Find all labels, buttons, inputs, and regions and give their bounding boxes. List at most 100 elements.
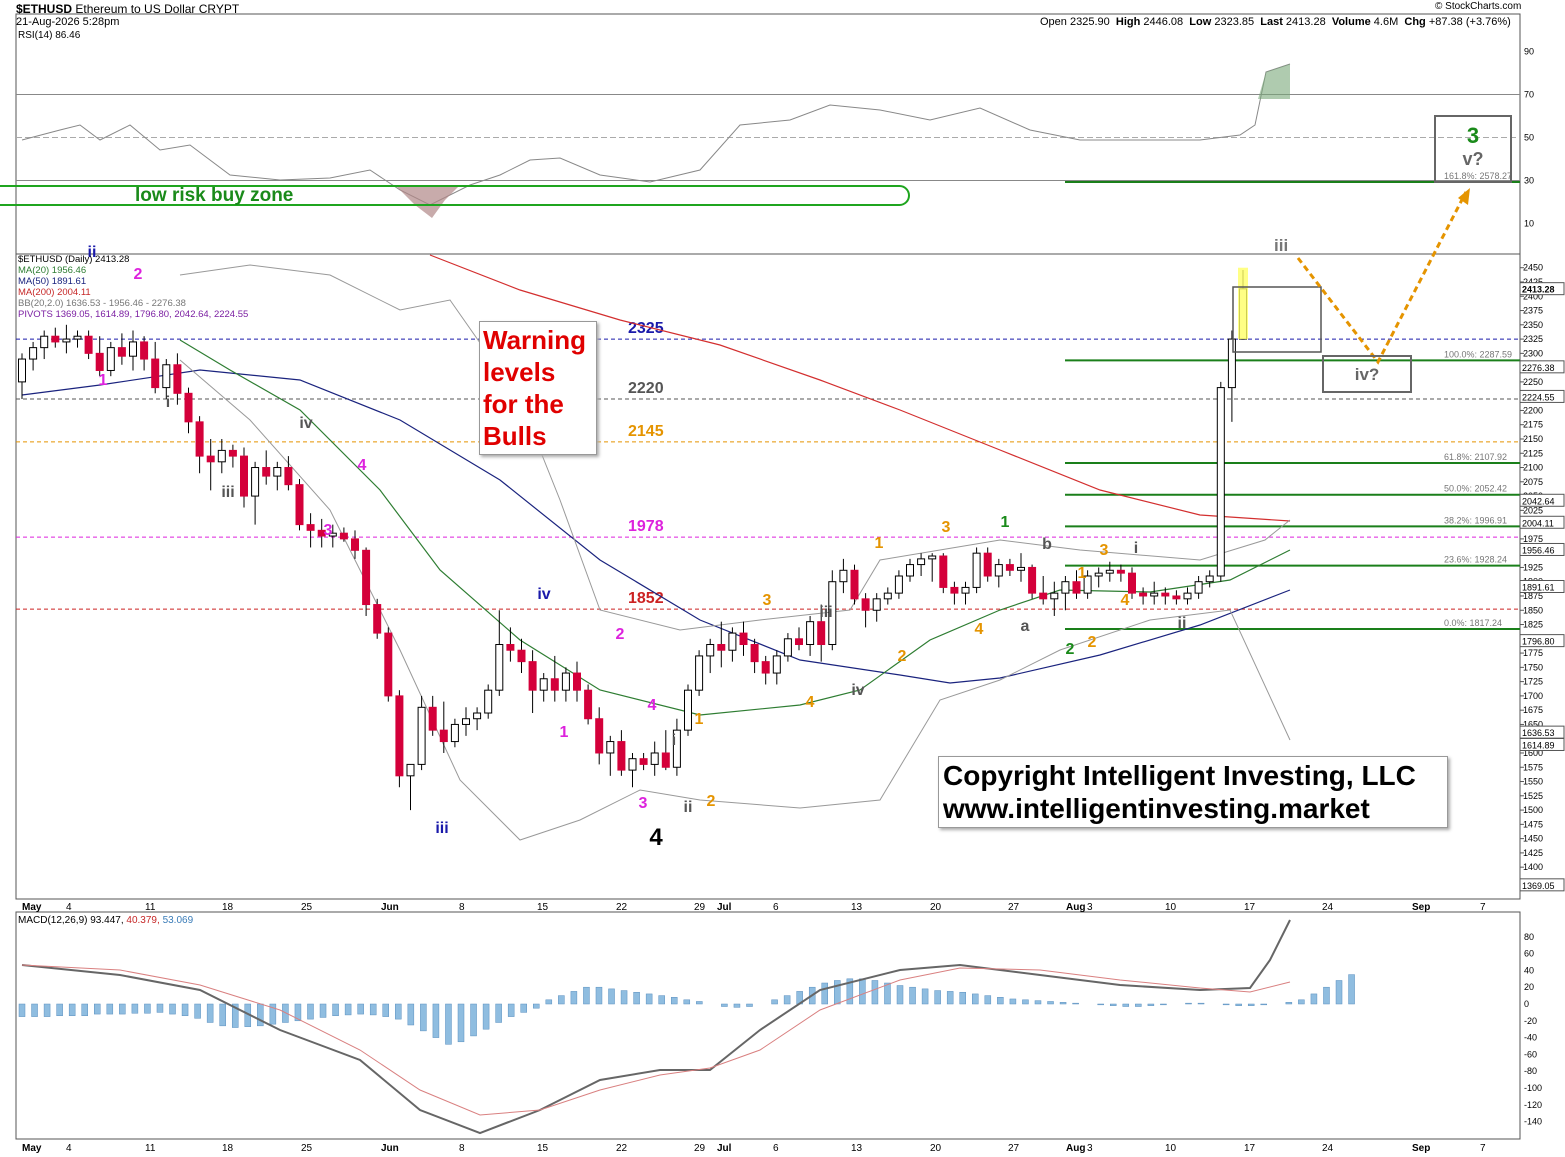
fib-label: 23.6%: 1928.24 <box>1444 555 1507 565</box>
macd-histogram-bar <box>1072 1002 1079 1005</box>
date-axis-label-top: 13 <box>851 902 863 913</box>
fib-label: 38.2%: 1996.91 <box>1444 515 1507 525</box>
wave-label: ii <box>684 799 693 816</box>
candle-body <box>972 552 981 588</box>
date-axis-label-bottom: 27 <box>1008 1143 1020 1154</box>
date-axis-label-top: 11 <box>145 902 156 913</box>
candle-body <box>1194 581 1203 594</box>
candle-body <box>1083 575 1092 594</box>
candle-body <box>95 352 104 371</box>
wave-label: 2 <box>616 626 625 643</box>
candle-body <box>417 706 426 765</box>
date-axis-label-bottom: Jul <box>717 1143 732 1154</box>
projection-arrowhead <box>1458 188 1470 205</box>
macd-histogram-bar <box>946 991 954 1005</box>
macd-histogram-bar <box>909 986 916 1005</box>
macd-histogram-bar <box>1310 993 1318 1005</box>
macd-histogram-bar <box>1235 1003 1242 1006</box>
price-tick-label: 1700 <box>1523 691 1543 701</box>
wave-label: i <box>1134 540 1138 557</box>
candle-body <box>672 729 681 768</box>
macd-label: MACD(12,26,9) 93.447, 40.379, 53.069 <box>18 915 194 926</box>
wave-label: iv <box>537 586 550 603</box>
candle-body <box>462 718 470 725</box>
rsi-tick-label: 70 <box>1524 90 1534 100</box>
macd-histogram-bar <box>482 1003 490 1030</box>
candle-body <box>850 569 859 600</box>
candle-body <box>750 644 759 663</box>
price-tick-label: 2150 <box>1523 434 1543 444</box>
price-tag-box <box>1519 579 1565 593</box>
candle-body <box>606 741 615 754</box>
candle-body <box>817 621 826 646</box>
wave-label: ii <box>1178 615 1187 632</box>
wave-label: iii <box>435 820 448 837</box>
wave-label: 1 <box>875 535 884 552</box>
date-axis-label-bottom: 3 <box>1087 1143 1093 1154</box>
macd-histogram-bar <box>181 1003 189 1017</box>
macd-histogram-bar <box>1135 1003 1142 1007</box>
fib-label: 161.8%: 2578.27 <box>1444 171 1512 181</box>
macd-histogram-bar <box>407 1003 415 1026</box>
macd-histogram-bar <box>896 985 904 1005</box>
date-axis-label-top: 29 <box>694 902 706 913</box>
price-tick-label: 1775 <box>1523 648 1543 658</box>
low-risk-buy-zone: low risk buy zone <box>0 185 910 206</box>
macd-histogram-bar <box>206 1003 214 1023</box>
date-axis-label-bottom: May <box>22 1143 42 1154</box>
macd-histogram-bar <box>1047 1001 1054 1005</box>
candle-body <box>1039 592 1048 600</box>
candle-body <box>373 604 382 634</box>
candle-body <box>617 741 626 771</box>
wave-label: iii <box>221 484 234 501</box>
macd-histogram-bar <box>507 1003 515 1017</box>
candle-body <box>295 484 304 526</box>
macd-histogram-bar <box>106 1003 114 1015</box>
macd-histogram-bar <box>683 999 691 1005</box>
candle-body <box>561 672 570 691</box>
candle-body <box>439 729 448 743</box>
date-axis-label-top: 25 <box>301 902 313 913</box>
bb-upper-line <box>179 264 1291 631</box>
ma20-line <box>179 339 1291 716</box>
wave-label: 3 <box>1100 542 1109 559</box>
date-axis-label-top: 27 <box>1008 902 1020 913</box>
macd-histogram-bar <box>369 1003 377 1016</box>
macd-histogram-bar <box>131 1003 139 1014</box>
macd-histogram-bar <box>972 993 979 1005</box>
candle-body <box>395 695 404 777</box>
candle-body <box>162 364 171 389</box>
date-axis-label-top: 15 <box>537 902 549 913</box>
date-axis-label-bottom: 18 <box>222 1143 234 1154</box>
candle-body <box>939 555 948 588</box>
candle-body <box>573 672 581 691</box>
candle-body <box>1205 575 1214 583</box>
wave-label: 2 <box>1066 641 1075 658</box>
macd-histogram-bar <box>921 988 929 1005</box>
candle-body <box>1139 592 1148 597</box>
price-tick-label: 1850 <box>1523 605 1543 615</box>
price-tick-label: 2075 <box>1523 477 1543 487</box>
price-tick-label: 2250 <box>1523 377 1543 387</box>
rsi-tick-label: 10 <box>1524 219 1534 229</box>
macd-histogram-bar <box>144 1003 151 1014</box>
candle-body <box>1216 387 1225 577</box>
macd-histogram-bar <box>269 1003 277 1025</box>
wave-label: iv <box>851 682 864 699</box>
price-tag-label: 1614.89 <box>1522 740 1555 750</box>
price-tick-label: 1500 <box>1523 805 1543 815</box>
wave-label: i <box>672 732 676 749</box>
date-axis-label-bottom: 20 <box>930 1143 942 1154</box>
date-axis-label-top: 8 <box>459 902 465 913</box>
macd-histogram-bar <box>432 1003 440 1038</box>
macd-panel-frame <box>15 911 1521 1140</box>
wave-label: 4 <box>975 621 984 638</box>
date-axis-label-top: 10 <box>1165 902 1177 913</box>
macd-histogram-bar <box>1298 999 1305 1005</box>
price-tag-label: 1796.80 <box>1522 637 1555 647</box>
wave-label: 1 <box>695 711 704 728</box>
macd-histogram-bar <box>520 1003 527 1013</box>
candle-body <box>761 661 770 674</box>
macd-histogram-bar <box>1097 1003 1104 1006</box>
candle-body <box>928 555 937 560</box>
